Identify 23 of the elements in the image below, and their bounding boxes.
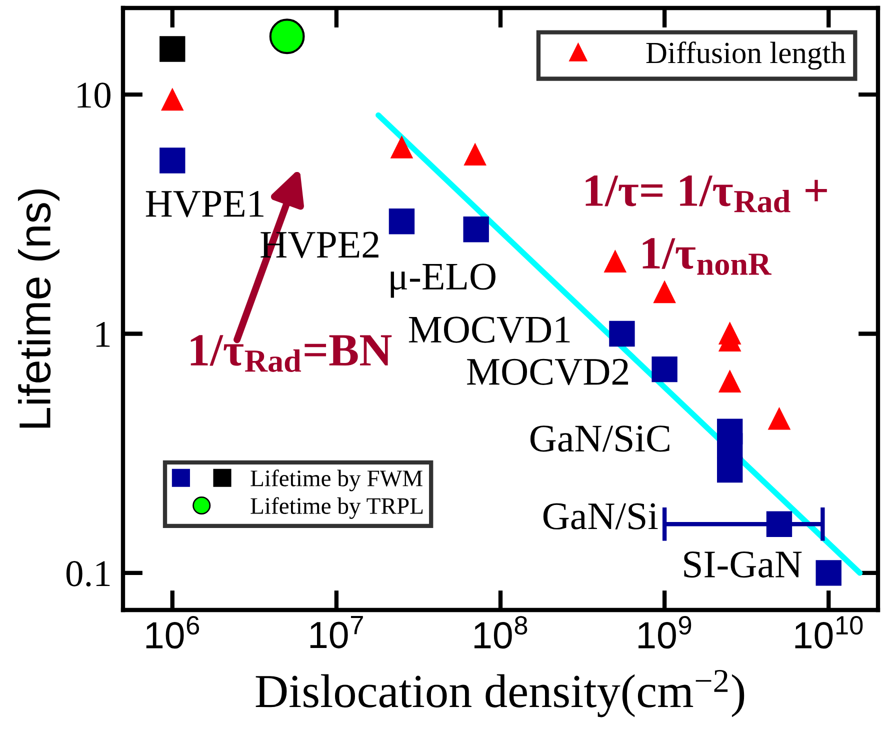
legend-label: Lifetime by FWM: [250, 470, 422, 492]
annotation: GaN/Si: [543, 503, 658, 530]
x-axis-title: Dislocation density(cm$^{−2}$): [256, 670, 744, 718]
annotation: MOCVD2: [467, 358, 628, 386]
y-tick-label: 0.1: [66, 561, 110, 586]
annotation: GaN/SiC: [530, 426, 670, 452]
x-tick-label: 10$^{7}$: [310, 616, 363, 648]
annotation: MOCVD1: [408, 316, 570, 344]
x-tick-label: 10$^{6}$: [146, 616, 200, 649]
y-tick-label: 1: [96, 322, 110, 347]
annotation: SI-GaN: [684, 551, 802, 578]
annotation: HVPE1: [146, 190, 264, 218]
y-tick-label: 10: [78, 82, 110, 108]
legend-label: Lifetime by TRPL: [250, 497, 423, 519]
x-tick-label: 10$^{8}$: [474, 616, 528, 649]
annotation: 1/τ$_{Rad}$=BN: [190, 335, 392, 372]
y-axis-title: Lifetime (ns): [18, 189, 60, 428]
annotation: 1/τ$_{nonR}$: [642, 238, 772, 276]
x-tick-label: 10$^{9}$: [638, 616, 692, 649]
legend-label: Diffusion length: [646, 41, 846, 70]
annotation: μ-ELO: [390, 264, 496, 298]
annotation: 1/τ= 1/τ$_{Rad}$ +: [586, 176, 827, 212]
x-tick-label: 10$^{10}$: [795, 616, 863, 649]
